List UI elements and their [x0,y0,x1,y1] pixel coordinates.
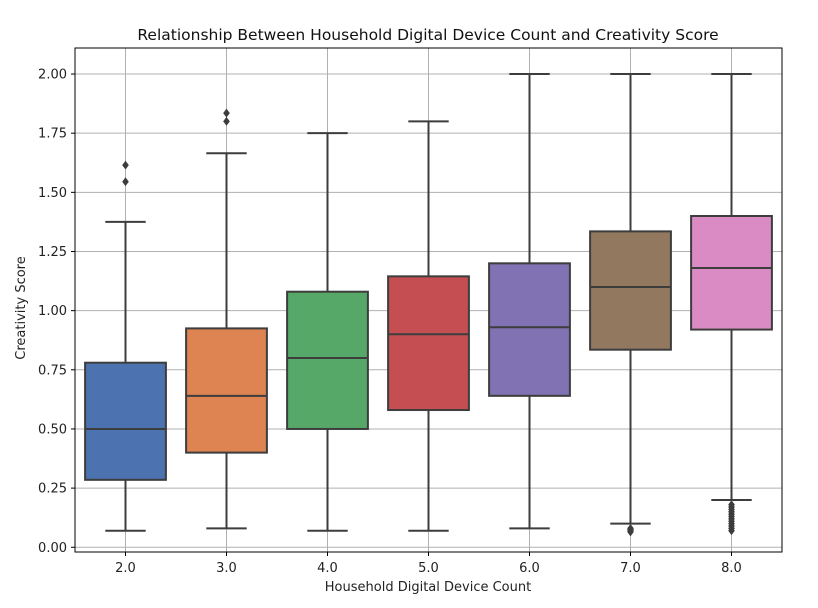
x-axis-label: Household Digital Device Count [325,580,531,595]
box-iqr [690,215,773,331]
outlier-point [223,116,230,126]
box-group-5.0 [387,120,470,532]
box-group-6.0 [488,73,571,530]
box-plots [84,73,773,537]
y-tick-label: 0.00 [38,541,67,556]
box-group-2.0 [84,160,167,532]
y-tick-label: 0.75 [38,363,67,378]
box-iqr [84,361,167,481]
box-group-4.0 [286,132,369,532]
box-group-3.0 [185,108,268,530]
box-group-7.0 [589,73,672,537]
x-axis-ticks: 2.0 3.0 4.0 5.0 6.0 7.0 8.0 [115,552,742,576]
outlier-point [627,523,634,533]
y-axis-label: Creativity Score [14,256,29,359]
x-tick-label: 8.0 [721,561,742,576]
chart-title: Relationship Between Household Digital D… [137,26,718,44]
y-tick-label: 1.75 [38,127,67,142]
y-tick-label: 1.25 [38,245,67,260]
y-tick-label: 2.00 [38,68,67,83]
outlier-point [728,500,735,510]
outlier-point [122,160,129,170]
y-tick-label: 1.50 [38,186,67,201]
box-iqr [185,327,268,454]
outlier-point [122,177,129,187]
y-tick-label: 0.25 [38,482,67,497]
box-iqr [387,275,470,412]
y-axis-ticks: 0.00 0.25 0.50 0.75 1.00 1.25 1.50 1.75 2.00 [38,68,75,556]
box-iqr [589,230,672,351]
box-iqr [286,290,369,430]
x-tick-label: 2.0 [115,561,136,576]
x-tick-label: 7.0 [620,561,641,576]
y-tick-label: 1.00 [38,304,67,319]
x-tick-label: 3.0 [216,561,237,576]
x-tick-label: 5.0 [418,561,439,576]
box-iqr [488,262,571,397]
y-tick-label: 0.50 [38,422,67,437]
x-tick-label: 6.0 [519,561,540,576]
outlier-point [223,108,230,118]
box-group-8.0 [690,73,773,536]
x-tick-label: 4.0 [317,561,338,576]
